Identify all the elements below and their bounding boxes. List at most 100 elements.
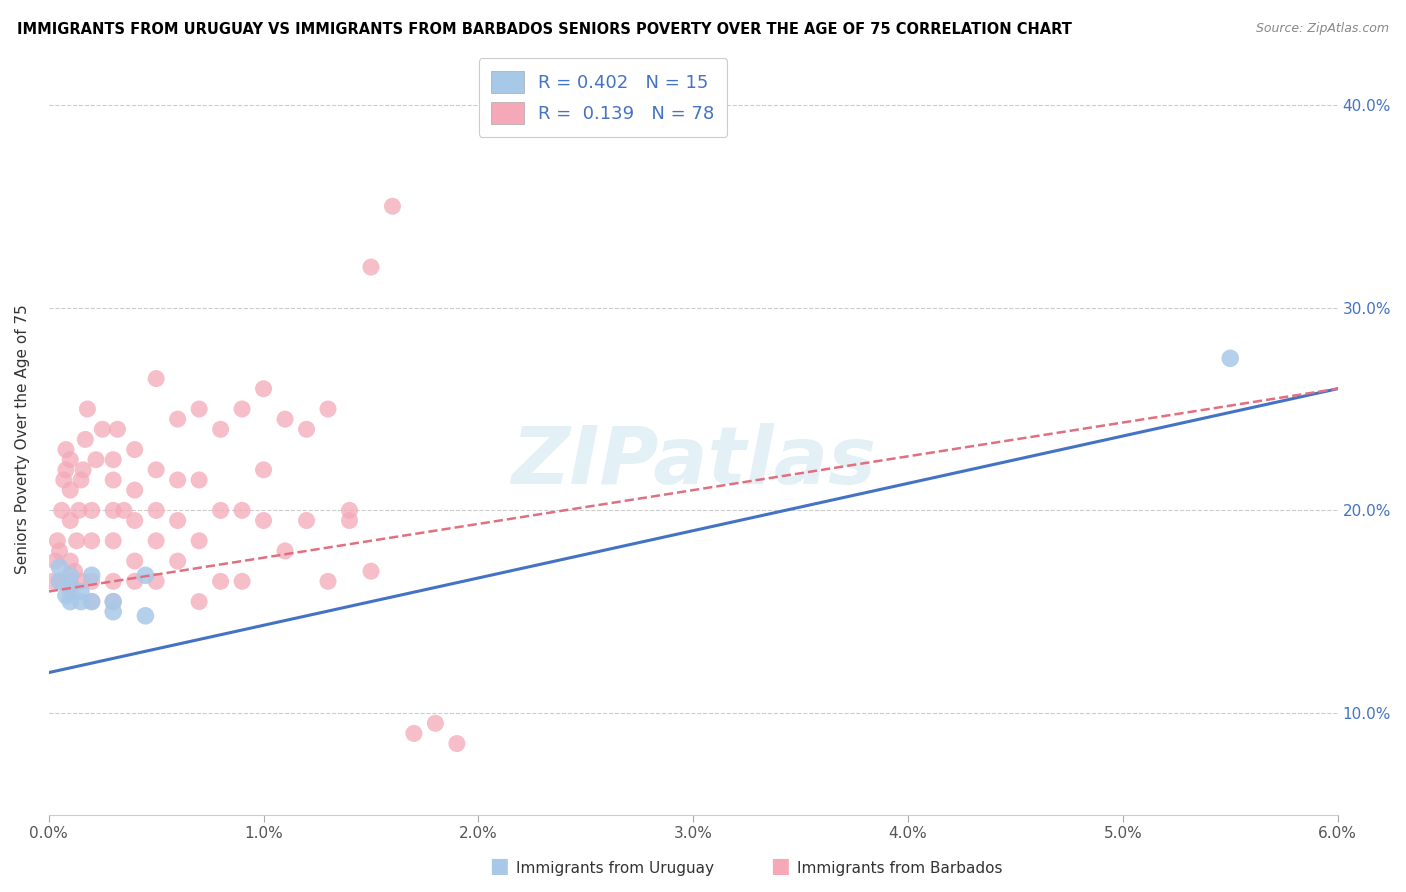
Point — [166, 473, 188, 487]
Point — [59, 554, 82, 568]
Point — [55, 589, 77, 603]
Point — [55, 442, 77, 457]
Point — [107, 422, 129, 436]
Point — [103, 533, 125, 548]
Point — [80, 503, 103, 517]
Point — [80, 574, 103, 589]
Point — [59, 574, 82, 589]
Point — [44, 554, 66, 568]
Point — [124, 442, 146, 457]
Point — [103, 594, 125, 608]
Point — [55, 463, 77, 477]
Point — [67, 503, 90, 517]
Point — [59, 568, 82, 582]
Point — [59, 584, 82, 599]
Point — [48, 560, 70, 574]
Point — [66, 533, 89, 548]
Point — [75, 433, 97, 447]
Point — [188, 402, 211, 417]
Point — [134, 608, 156, 623]
Point — [252, 514, 274, 528]
Point — [80, 568, 103, 582]
Point — [145, 533, 167, 548]
Text: Immigrants from Barbados: Immigrants from Barbados — [797, 861, 1002, 876]
Point — [166, 514, 188, 528]
Point — [124, 554, 146, 568]
Point — [209, 574, 232, 589]
Point — [70, 473, 93, 487]
Legend: R = 0.402   N = 15, R =  0.139   N = 78: R = 0.402 N = 15, R = 0.139 N = 78 — [478, 58, 727, 136]
Point — [91, 422, 114, 436]
Point — [274, 412, 297, 426]
Point — [231, 402, 253, 417]
Point — [80, 594, 103, 608]
Point — [70, 584, 93, 599]
Point — [145, 503, 167, 517]
Point — [52, 473, 75, 487]
Point — [103, 594, 125, 608]
Point — [145, 371, 167, 385]
Point — [48, 574, 70, 589]
Point — [103, 452, 125, 467]
Point — [316, 574, 339, 589]
Point — [124, 483, 146, 497]
Point — [51, 503, 73, 517]
Point — [103, 503, 125, 517]
Point — [402, 726, 425, 740]
Point — [252, 382, 274, 396]
Point — [339, 514, 361, 528]
Text: ZIPatlas: ZIPatlas — [510, 423, 876, 501]
Point — [70, 574, 93, 589]
Point — [48, 544, 70, 558]
Point — [112, 503, 135, 517]
Point — [145, 574, 167, 589]
Point — [72, 463, 94, 477]
Point — [231, 574, 253, 589]
Point — [360, 260, 382, 274]
Point — [425, 716, 447, 731]
Point — [76, 402, 98, 417]
Point — [295, 514, 318, 528]
Text: Source: ZipAtlas.com: Source: ZipAtlas.com — [1256, 22, 1389, 36]
Point — [166, 554, 188, 568]
Point — [316, 402, 339, 417]
Point — [188, 533, 211, 548]
Point — [209, 422, 232, 436]
Point — [381, 199, 404, 213]
Point — [59, 452, 82, 467]
Point — [84, 452, 107, 467]
Point — [59, 578, 82, 592]
Point — [42, 574, 65, 589]
Text: ■: ■ — [489, 856, 509, 876]
Point — [339, 503, 361, 517]
Point — [59, 594, 82, 608]
Point — [46, 533, 69, 548]
Point — [360, 564, 382, 578]
Point — [209, 503, 232, 517]
Y-axis label: Seniors Poverty Over the Age of 75: Seniors Poverty Over the Age of 75 — [15, 304, 30, 574]
Point — [274, 544, 297, 558]
Point — [124, 574, 146, 589]
Point — [145, 463, 167, 477]
Point — [103, 473, 125, 487]
Text: ■: ■ — [770, 856, 790, 876]
Point — [48, 574, 70, 589]
Point — [1219, 351, 1241, 366]
Point — [252, 463, 274, 477]
Point — [295, 422, 318, 436]
Point — [70, 594, 93, 608]
Point — [80, 533, 103, 548]
Point — [103, 574, 125, 589]
Point — [166, 412, 188, 426]
Point — [446, 737, 468, 751]
Text: IMMIGRANTS FROM URUGUAY VS IMMIGRANTS FROM BARBADOS SENIORS POVERTY OVER THE AGE: IMMIGRANTS FROM URUGUAY VS IMMIGRANTS FR… — [17, 22, 1071, 37]
Point — [63, 564, 86, 578]
Point — [103, 605, 125, 619]
Point — [188, 473, 211, 487]
Point — [59, 514, 82, 528]
Point — [124, 514, 146, 528]
Point — [188, 594, 211, 608]
Point — [134, 568, 156, 582]
Point — [231, 503, 253, 517]
Point — [59, 483, 82, 497]
